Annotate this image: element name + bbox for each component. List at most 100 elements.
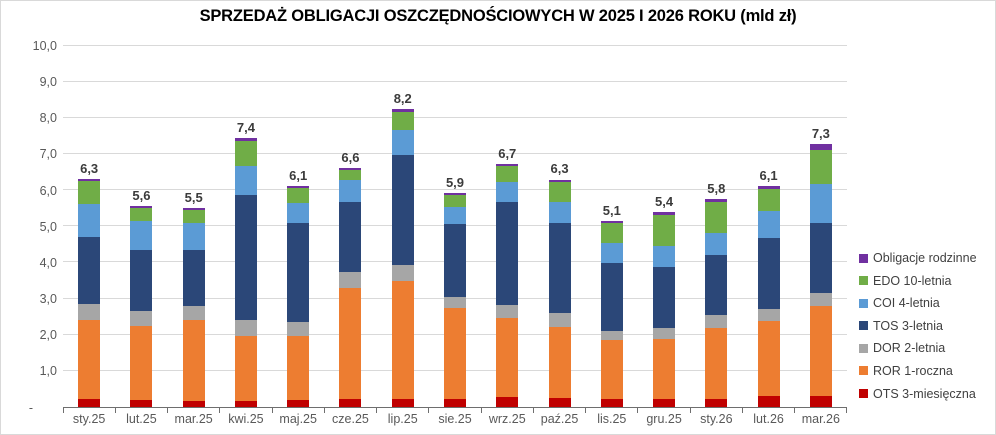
bar-total-label: 5,4	[655, 194, 674, 210]
y-tick-label: 4,0	[39, 255, 57, 270]
x-tick-label: lut.26	[753, 412, 784, 426]
bar-segment	[757, 185, 780, 189]
bar-total-label: 6,1	[759, 167, 778, 183]
y-tick-label: -	[28, 400, 33, 415]
stacked-bar	[234, 137, 257, 407]
bar-segment	[600, 330, 623, 340]
bar-segment	[339, 288, 362, 400]
x-tick-label: cze.25	[332, 412, 369, 426]
bar-segment	[705, 399, 728, 407]
bar-segment	[444, 207, 466, 224]
legend-swatch-icon	[859, 321, 868, 331]
chart-title: SPRZEDAŻ OBLIGACJI OSZCZĘDNOŚCIOWYCH W 2…	[199, 7, 797, 25]
bar-segment	[548, 327, 571, 399]
bar-segment	[444, 195, 466, 208]
bar-segment	[339, 180, 362, 202]
bar-segment	[809, 144, 832, 151]
bar-total-label: 6,1	[289, 167, 308, 183]
bar-segment	[496, 163, 519, 167]
bar-segment	[444, 296, 466, 309]
legend-swatch-icon	[859, 298, 868, 308]
y-tick-label: 2,0	[39, 328, 57, 343]
x-tick-label: mar.26	[801, 412, 840, 426]
bar-segment	[339, 271, 362, 289]
x-tick-label: lut.25	[126, 412, 157, 426]
bar-segment	[234, 336, 257, 401]
bar-total-label: 6,6	[341, 149, 360, 165]
x-axis-tick	[376, 407, 378, 413]
bar-segment	[287, 185, 310, 189]
stacked-bar	[391, 109, 414, 407]
bar-total-label: 7,3	[811, 126, 830, 142]
bar-total-label: 5,6	[132, 187, 151, 203]
legend-swatch-icon	[859, 276, 868, 286]
bar-segment	[496, 202, 519, 306]
bar-segment	[444, 398, 466, 407]
bar-segment	[234, 400, 257, 407]
y-tick-label: 9,0	[39, 75, 57, 90]
y-tick-label: 5,0	[39, 219, 57, 234]
bar-segment	[809, 222, 832, 294]
bar-segment	[234, 194, 257, 320]
legend-item: COI 4-letnia	[859, 296, 977, 310]
x-axis-tick	[637, 407, 639, 413]
bar-segment	[339, 167, 362, 171]
bar-segment	[548, 179, 571, 183]
bar-total-label: 5,9	[445, 175, 465, 191]
legend-label: Obligacje rodzinne	[873, 251, 977, 265]
bar-segment	[705, 198, 728, 202]
x-axis-tick	[689, 407, 691, 413]
x-axis-tick	[428, 407, 430, 413]
x-tick-label: sty.25	[72, 412, 106, 426]
legend-item: ROR 1-roczna	[859, 364, 977, 378]
x-tick-label: sty.26	[700, 412, 733, 426]
stacked-bar	[548, 179, 571, 407]
bar-segment	[182, 319, 205, 401]
x-tick-label: lip.25	[387, 412, 418, 426]
legend-label: COI 4-letnia	[873, 296, 940, 311]
stacked-bar	[339, 167, 362, 407]
bar-segment	[339, 201, 362, 272]
stacked-bar	[78, 178, 101, 407]
bar-segment	[653, 339, 676, 400]
x-axis-tick	[114, 407, 116, 413]
bar-segment	[496, 305, 519, 318]
x-axis-tick	[845, 407, 847, 413]
legend-item: EDO 10-letnia	[859, 274, 977, 288]
legend-label: EDO 10-letnia	[873, 273, 952, 288]
legend-label: OTS 3-miesięczna	[873, 386, 976, 401]
bar-segment	[757, 188, 780, 211]
bar-segment	[653, 328, 676, 340]
bar-segment	[78, 204, 101, 237]
y-tick-label: 8,0	[39, 111, 57, 126]
bar-segment	[653, 246, 676, 267]
legend-label: ROR 1-roczna	[873, 363, 953, 378]
bar-segment	[496, 317, 519, 398]
bar-segment	[78, 319, 101, 400]
bar-segment	[182, 306, 205, 320]
legend-swatch-icon	[859, 253, 868, 263]
bar-segment	[182, 400, 205, 407]
x-tick-label: gru.25	[646, 412, 682, 426]
bar-segment	[130, 205, 153, 209]
bar-segment	[391, 154, 414, 265]
bar-segment	[548, 398, 571, 407]
bar-segment	[600, 220, 623, 224]
bar-segment	[548, 201, 571, 223]
x-tick-label: maj.25	[279, 412, 317, 426]
bar-segment	[339, 399, 362, 407]
bar-segment	[705, 327, 728, 400]
legend-swatch-icon	[859, 389, 868, 399]
plot-area: 6,3 5,6 5,5 7,4 6,1 6,6 8,2 5,9 6,7 6,3 5,1 5,4 5,8 6…	[62, 44, 847, 413]
bar-total-label: 6,3	[550, 161, 569, 177]
bar-segment	[444, 223, 466, 297]
bar-segment	[78, 304, 101, 320]
bar-segment	[182, 207, 205, 210]
y-axis: 10,0 9,0 8,0 7,0 6,0 5,0 4,0 3,0 2,0 1,0 -	[1, 1, 63, 434]
bar-segment	[130, 311, 153, 327]
stacked-bar	[496, 163, 519, 407]
stacked-bar	[182, 207, 205, 407]
bar-segment	[548, 182, 571, 202]
bar-segment	[809, 183, 832, 223]
